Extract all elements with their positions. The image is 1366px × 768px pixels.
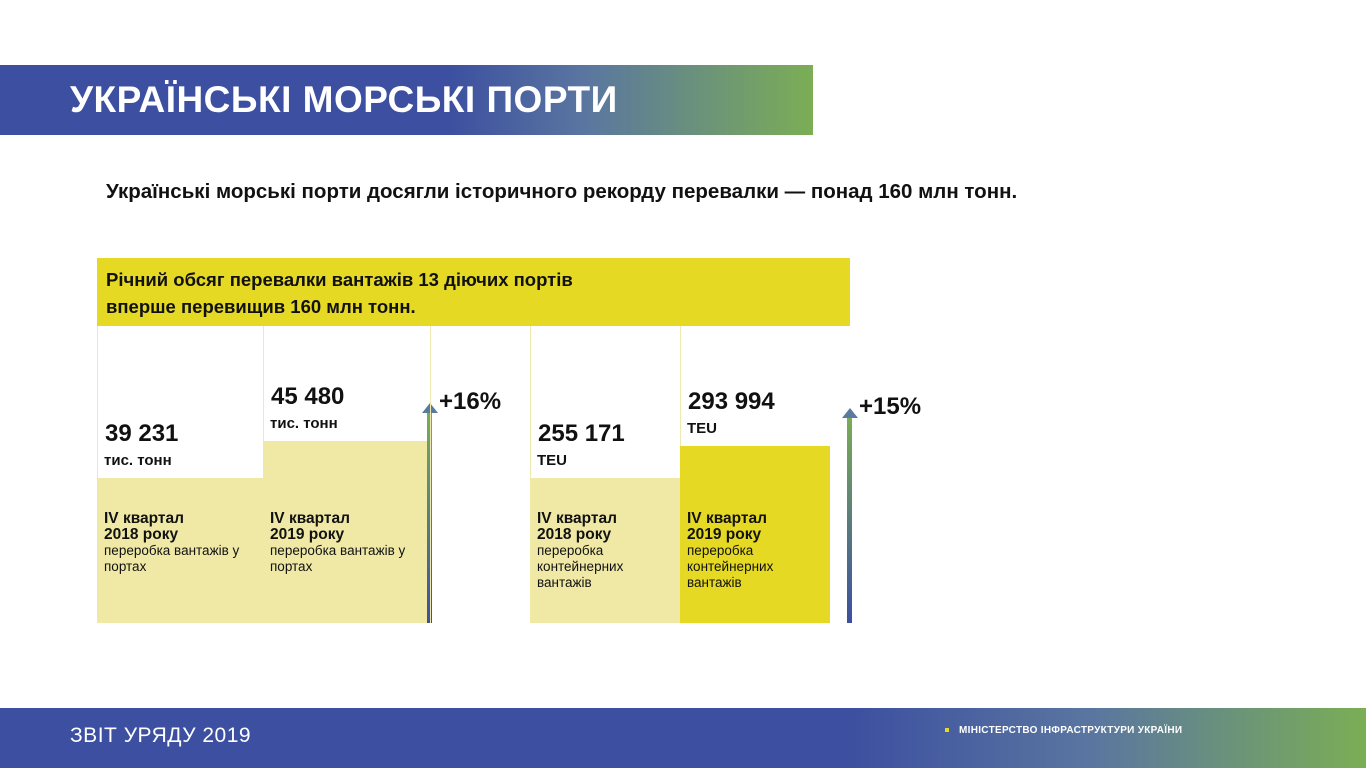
chart-bar bbox=[530, 478, 680, 623]
page-title: УКРАЇНСЬКІ МОРСЬКІ ПОРТИ bbox=[70, 79, 618, 120]
category-line-2: 2018 року bbox=[537, 526, 612, 543]
column-divider bbox=[97, 326, 98, 623]
bar-category-label: IV квартал 2019 року переробка вантажів у … bbox=[270, 511, 416, 575]
footer-ministry-label: МІНІСТЕРСТВО ІНФРАСТРУКТУРИ УКРАЇНИ bbox=[959, 725, 1183, 736]
bar-category-label: IV квартал 2018 року переробка вантажів у … bbox=[104, 511, 250, 575]
category-description: переробка вантажів у портах bbox=[270, 543, 406, 574]
growth-arrow-icon bbox=[842, 408, 858, 623]
column-divider bbox=[430, 326, 431, 623]
category-line-2: 2018 року bbox=[104, 526, 179, 543]
chart-bar bbox=[97, 478, 263, 623]
bar-category-label: IV квартал 2019 року переробка контейнерни… bbox=[687, 511, 817, 591]
bar-unit-label: TEU bbox=[537, 452, 567, 469]
category-line-1: IV квартал bbox=[104, 510, 184, 527]
chart-bar bbox=[263, 441, 429, 623]
category-description: переробка вантажів у портах bbox=[104, 543, 240, 574]
bar-category-label: IV квартал 2018 року переробка контейнерни… bbox=[537, 511, 667, 591]
card-heading: Річний обсяг перевалки вантажів 13 діючи… bbox=[97, 258, 850, 326]
bar-unit-label: тис. тонн bbox=[104, 452, 172, 469]
category-line-2: 2019 року bbox=[270, 526, 345, 543]
bar-value-label: 45 480 bbox=[271, 383, 345, 410]
category-line-1: IV квартал bbox=[537, 510, 617, 527]
lead-statement: Українські морські порти досягли історич… bbox=[106, 180, 1018, 203]
growth-label: +16% bbox=[439, 388, 502, 415]
bar-value-label: 293 994 bbox=[688, 388, 775, 415]
bar-unit-label: тис. тонн bbox=[270, 415, 338, 432]
column-divider bbox=[530, 326, 531, 623]
bar-value-label: 255 171 bbox=[538, 420, 625, 447]
chart-bar bbox=[680, 446, 830, 623]
bar-unit-label: TEU bbox=[687, 420, 717, 437]
bar-value-label: 39 231 bbox=[105, 420, 179, 447]
footer-report-title: ЗВІТ УРЯДУ 2019 bbox=[70, 724, 252, 747]
footer-dot-icon bbox=[945, 728, 949, 733]
card-heading-line-1: Річний обсяг перевалки вантажів 13 діючи… bbox=[106, 269, 573, 290]
title-banner: УКРАЇНСЬКІ МОРСЬКІ ПОРТИ bbox=[0, 65, 813, 135]
growth-label: +15% bbox=[859, 393, 922, 420]
footer: ЗВІТ УРЯДУ 2019 МІНІСТЕРСТВО ІНФРАСТРУКТ… bbox=[0, 708, 1366, 768]
footer-ministry: МІНІСТЕРСТВО ІНФРАСТРУКТУРИ УКРАЇНИ bbox=[945, 725, 1182, 736]
card-heading-line-2: вперше перевищив 160 млн тонн. bbox=[106, 296, 416, 317]
category-line-1: IV квартал bbox=[687, 510, 767, 527]
infographic-card: Річний обсяг перевалки вантажів 13 діючи… bbox=[97, 258, 921, 623]
category-description: переробка контейнерних вантажів bbox=[537, 543, 624, 590]
category-description: переробка контейнерних вантажів bbox=[687, 543, 774, 590]
category-line-2: 2019 року bbox=[687, 526, 762, 543]
category-line-1: IV квартал bbox=[270, 510, 350, 527]
